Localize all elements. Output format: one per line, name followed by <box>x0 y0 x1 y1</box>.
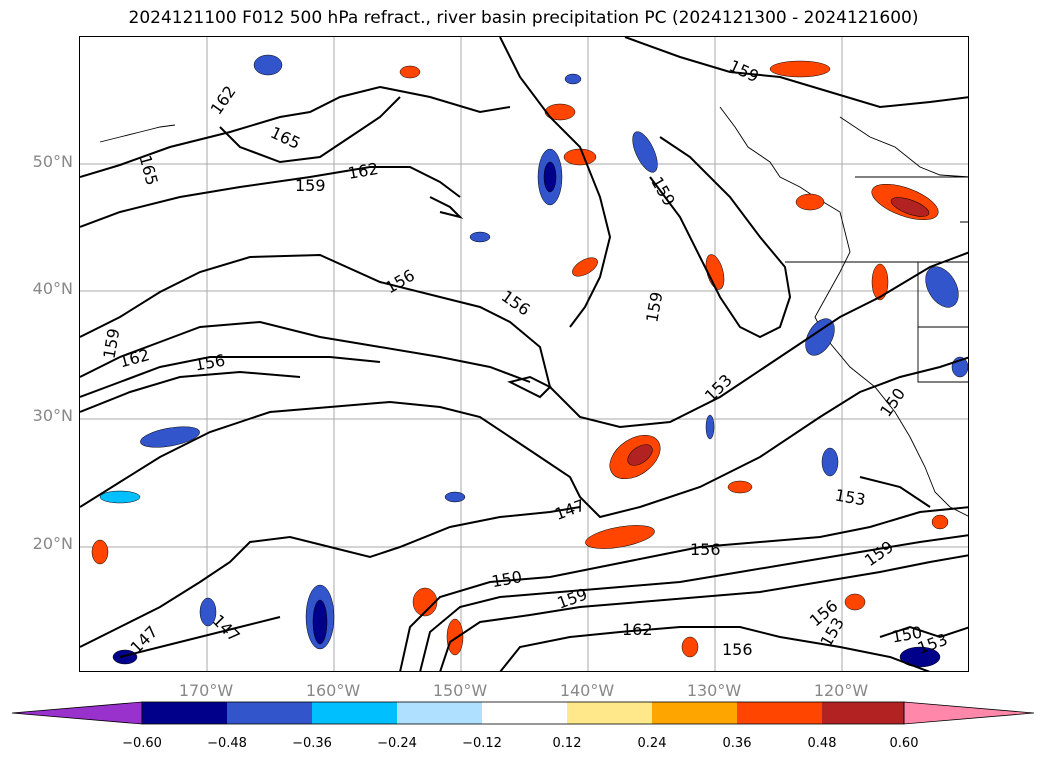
map-title: 2024121100 F012 500 hPa refract., river … <box>128 8 919 28</box>
lon-label-120w: 120°W <box>813 681 869 700</box>
contour-label: 156 <box>193 351 226 375</box>
refractivity-contours <box>80 37 968 671</box>
contour-label: 162 <box>207 82 240 118</box>
coastlines <box>99 106 968 517</box>
colorbar-bin <box>482 702 567 724</box>
colorbar-bin <box>397 702 482 724</box>
contour-label: 147 <box>552 496 587 524</box>
colorbar-bin <box>737 702 822 724</box>
colorbar-bin <box>312 702 397 724</box>
contour-label: 159 <box>555 584 590 612</box>
colorbar-bin <box>227 702 312 724</box>
lat-label-20n: 20°N <box>32 534 73 553</box>
contour-label: 162 <box>117 345 151 371</box>
contour-label: 156 <box>722 640 753 659</box>
contour-label: 159 <box>295 176 326 195</box>
colorbar-tick-label: −0.60 <box>122 736 162 751</box>
contour-label: 165 <box>135 153 161 187</box>
map-svg: 162 165 165 159 162 159 156 156 159 159 … <box>80 37 968 671</box>
colorbar-bin <box>567 702 652 724</box>
colorbar-over <box>903 701 1035 725</box>
contour-label: 159 <box>642 290 666 323</box>
map-panel: 162 165 165 159 162 159 156 156 159 159 … <box>79 36 969 672</box>
precip-shading <box>91 54 968 668</box>
graticule <box>80 37 968 671</box>
colorbar <box>11 701 1035 725</box>
contour-label: 156 <box>690 540 721 559</box>
colorbar-outline <box>141 701 905 725</box>
colorbar-tick-label: −0.36 <box>292 736 332 751</box>
lon-label-170w: 170°W <box>178 681 234 700</box>
colorbar-tick-label: 0.48 <box>807 736 837 751</box>
colorbar-tick-label: 0.12 <box>552 736 582 751</box>
lon-label-130w: 130°W <box>686 681 742 700</box>
colorbar-under <box>11 701 143 725</box>
lon-label-160w: 160°W <box>305 681 361 700</box>
contour-label: 162 <box>622 620 653 639</box>
colorbar-bin <box>652 702 737 724</box>
lat-label-40n: 40°N <box>32 279 73 298</box>
contour-label: 150 <box>876 384 909 420</box>
contour-label: 165 <box>268 123 304 153</box>
contour-label: 150 <box>490 567 523 591</box>
colorbar-tick-label: 0.60 <box>889 736 919 751</box>
lat-label-50n: 50°N <box>32 152 73 171</box>
contour-label: 156 <box>382 266 418 298</box>
contour-label: 153 <box>834 485 867 509</box>
colorbar-bin <box>142 702 227 724</box>
colorbar-tick-label: 0.24 <box>637 736 667 751</box>
colorbar-bin <box>822 702 904 724</box>
contour-label: 162 <box>346 159 379 183</box>
colorbar-tick-label: −0.12 <box>462 736 502 751</box>
colorbar-tick-label: −0.48 <box>207 736 247 751</box>
contour-label: 153 <box>701 370 736 405</box>
lon-label-150w: 150°W <box>432 681 488 700</box>
colorbar-tick-label: 0.36 <box>722 736 752 751</box>
contour-label: 159 <box>726 56 762 86</box>
lat-label-30n: 30°N <box>32 406 73 425</box>
lon-label-140w: 140°W <box>559 681 615 700</box>
colorbar-tick-label: −0.24 <box>377 736 417 751</box>
contour-label: 159 <box>861 537 897 570</box>
